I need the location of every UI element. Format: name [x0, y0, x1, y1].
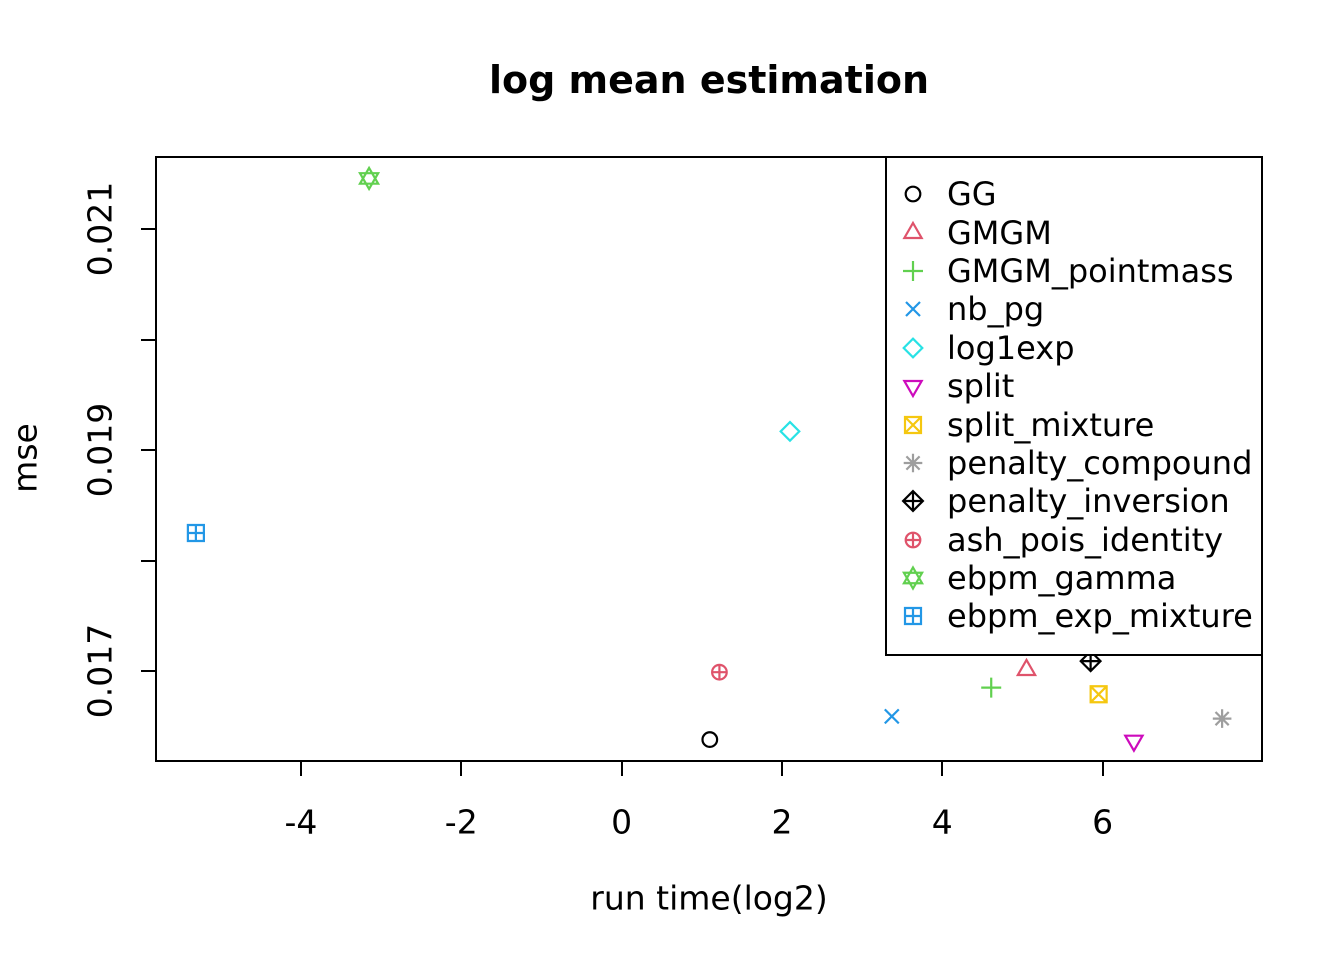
legend-label: ash_pois_identity: [947, 520, 1224, 559]
chart-title: log mean estimation: [488, 58, 930, 102]
legend-item-ebpm_gamma: ebpm_gamma: [887, 559, 1261, 597]
y-tick: [141, 559, 155, 562]
circle-icon: [904, 185, 922, 203]
y-tick-label: 0.021: [80, 181, 120, 277]
x-tick-label: -4: [284, 802, 318, 842]
triangle-down-icon: [902, 380, 924, 399]
legend-item-split_mixture: split_mixture: [887, 405, 1261, 443]
legend-label: ebpm_gamma: [947, 559, 1177, 598]
y-tick: [141, 228, 155, 231]
x-tick: [460, 762, 463, 776]
y-tick-label: 0.017: [80, 623, 120, 719]
square-plus-icon: [903, 607, 923, 626]
legend-item-nb_pg: nb_pg: [887, 290, 1261, 328]
legend-label: GG: [947, 175, 997, 214]
legend-item-GMGM_pointmass: GMGM_pointmass: [887, 252, 1261, 290]
y-tick: [141, 338, 155, 341]
asterisk-icon: [903, 453, 923, 473]
y-tick-label: 0.019: [80, 402, 120, 498]
x-tick: [299, 762, 302, 776]
legend-item-penalty_inversion: penalty_inversion: [887, 482, 1261, 520]
legend-item-ash_pois_identity: ash_pois_identity: [887, 521, 1261, 559]
legend-item-split: split: [887, 367, 1261, 405]
diamond-icon: [902, 336, 924, 359]
y-tick: [141, 449, 155, 452]
y-axis-label: mse: [5, 423, 45, 493]
legend-label: nb_pg: [947, 290, 1045, 329]
legend-item-penalty_compound: penalty_compound: [887, 444, 1261, 482]
legend-item-GG: GG: [887, 175, 1261, 213]
x-tick-label: -2: [444, 802, 478, 842]
x-icon: [905, 301, 921, 318]
square-x-icon: [903, 415, 923, 434]
diamond-plus-icon: [901, 489, 925, 513]
x-axis-label: run time(log2): [590, 878, 828, 918]
legend-label: penalty_compound: [947, 443, 1253, 482]
x-tick: [941, 762, 944, 776]
y-tick: [141, 670, 155, 673]
legend-item-GMGM: GMGM: [887, 213, 1261, 251]
legend-label: penalty_inversion: [947, 482, 1230, 521]
hexagram-icon: [901, 565, 925, 591]
legend-label: split: [947, 367, 1015, 406]
legend-label: GMGM: [947, 213, 1052, 252]
x-tick: [1101, 762, 1104, 776]
legend-item-log1exp: log1exp: [887, 329, 1261, 367]
plus-icon: [903, 260, 923, 281]
legend-label: split_mixture: [947, 405, 1155, 444]
x-tick: [620, 762, 623, 776]
legend: GG GMGM GMGM_pointmass nb_pg log1exp split spl…: [885, 156, 1263, 656]
x-tick-label: 2: [771, 802, 793, 842]
triangle-up-icon: [902, 220, 924, 239]
x-tick-label: 4: [931, 802, 953, 842]
x-tick: [780, 762, 783, 776]
x-tick-label: 6: [1092, 802, 1114, 842]
legend-label: ebpm_exp_mixture: [947, 597, 1253, 636]
legend-label: log1exp: [947, 328, 1075, 367]
legend-items: GG GMGM GMGM_pointmass nb_pg log1exp split spl…: [887, 175, 1261, 636]
x-tick-label: 0: [611, 802, 633, 842]
legend-item-ebpm_exp_mixture: ebpm_exp_mixture: [887, 597, 1261, 635]
legend-label: GMGM_pointmass: [947, 251, 1234, 290]
circle-plus-icon: [904, 531, 922, 549]
